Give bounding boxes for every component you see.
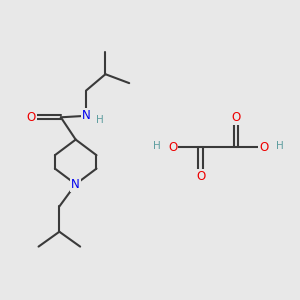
Text: H: H — [153, 140, 161, 151]
Text: N: N — [71, 178, 80, 191]
Text: O: O — [26, 111, 36, 124]
Text: H: H — [276, 140, 284, 151]
Text: N: N — [82, 109, 91, 122]
Text: H: H — [96, 115, 103, 125]
Text: O: O — [196, 170, 205, 183]
Text: O: O — [168, 140, 178, 154]
Text: O: O — [259, 140, 268, 154]
Text: O: O — [232, 111, 241, 124]
